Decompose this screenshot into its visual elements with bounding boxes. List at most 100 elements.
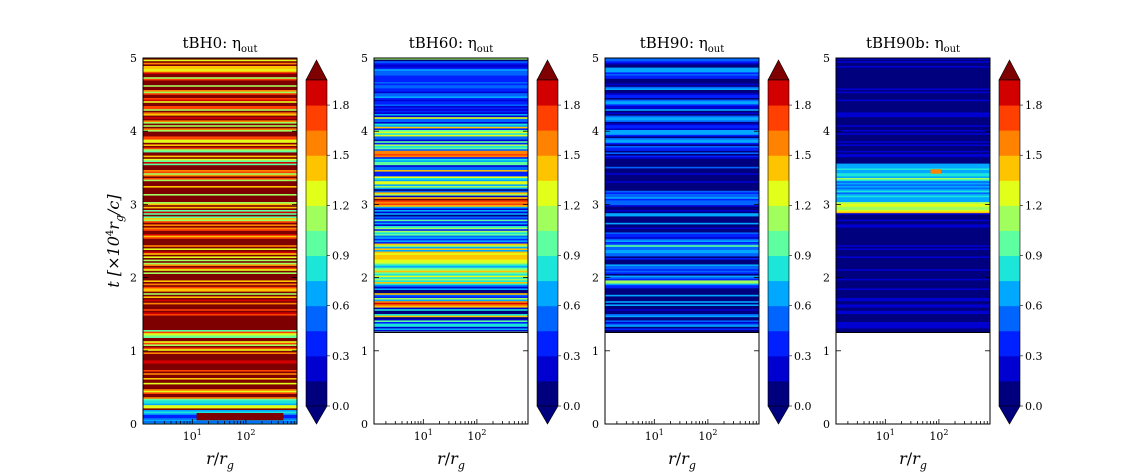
colorbar-tick-label: 0.9 (794, 250, 812, 263)
heatmap-row (605, 237, 759, 240)
heatmap-row (143, 171, 297, 174)
heatmap-row (836, 115, 990, 118)
heatmap-row (374, 256, 528, 259)
heatmap-row (605, 69, 759, 72)
heatmap-row (374, 70, 528, 73)
heatmap-row (836, 330, 990, 332)
heatmap-row (143, 296, 297, 299)
heatmap-row (143, 96, 297, 99)
heatmap-row (605, 266, 759, 268)
heatmap-row (143, 312, 297, 315)
heatmap-row (836, 67, 990, 70)
colorbar-segment (537, 280, 558, 307)
colorbar-segment (306, 205, 327, 231)
colorbar: 0.0 0.3 0.6 0.9 1.2 1.5 1.8 (536, 59, 581, 425)
heatmap-row (605, 274, 759, 276)
heatmap-row (143, 138, 297, 140)
heatmap-row (605, 77, 759, 80)
heatmap-row (374, 77, 528, 80)
colorbar-segment (306, 330, 327, 357)
heatmap-row (605, 267, 759, 270)
heatmap-row (374, 154, 528, 156)
heatmap-row (605, 106, 759, 108)
colorbar-tick-label: 0.0 (1025, 400, 1043, 413)
heatmap-row (374, 59, 528, 62)
heatmap-row (374, 122, 528, 124)
heatmap-row (605, 197, 759, 200)
heatmap-row (374, 166, 528, 169)
x-tick-base: 10 (698, 430, 712, 443)
title-main: tBH0: η (183, 34, 241, 52)
heatmap-row (836, 328, 990, 331)
heatmap-row (143, 350, 297, 353)
heatmap-row (374, 250, 528, 252)
heatmap-row (143, 338, 297, 340)
heatmap-field (374, 58, 528, 333)
heatmap-row (143, 133, 297, 136)
heatmap-row (605, 264, 759, 267)
x-tick-exp: 1 (428, 428, 433, 437)
heatmap-row (143, 286, 297, 289)
heatmap-row (836, 267, 990, 270)
colorbar-segment (768, 280, 789, 307)
heatmap-row (605, 75, 759, 78)
heatmap-row (836, 133, 990, 136)
heatmap-row (143, 251, 297, 254)
colorbar-tick-label: 1.2 (332, 199, 350, 212)
heatmap-row (836, 90, 990, 92)
heatmap-row (143, 378, 297, 380)
heatmap-row (143, 293, 297, 296)
heatmap-row (143, 395, 297, 398)
heatmap-row (374, 248, 528, 251)
heatmap-row (143, 192, 297, 195)
heatmap-row (836, 160, 990, 163)
heatmap-row (143, 218, 297, 220)
heatmap-row (374, 61, 528, 64)
heatmap-row (836, 174, 990, 177)
heatmap-row (605, 91, 759, 94)
heatmap-row (836, 258, 990, 260)
heatmap-row (836, 82, 990, 84)
heatmap-row (605, 83, 759, 86)
colorbar-tick-label: 0.6 (1025, 300, 1043, 313)
heatmap-row (143, 246, 297, 249)
heatmap-row (374, 269, 528, 272)
heatmap-row (143, 77, 297, 80)
heatmap-row (143, 408, 297, 411)
heatmap-row (143, 90, 297, 92)
heatmap-row (143, 363, 297, 366)
heatmap-row (374, 326, 528, 329)
heatmap-row (143, 221, 297, 224)
heatmap-row (605, 200, 759, 203)
heatmap-row (605, 162, 759, 164)
heatmap-row (374, 267, 528, 270)
heatmap-patch (930, 169, 942, 174)
colorbar-tick-label: 1.5 (1025, 149, 1043, 162)
colorbar-segment (537, 355, 558, 382)
heatmap-row (836, 277, 990, 280)
heatmap-row (143, 334, 297, 337)
heatmap-row (143, 390, 297, 393)
heatmap-row (374, 155, 528, 158)
heatmap-row (143, 264, 297, 267)
heatmap-row (374, 146, 528, 148)
heatmap-row (836, 106, 990, 108)
heatmap-row (605, 115, 759, 118)
heatmap-field (605, 58, 759, 333)
heatmap-row (836, 186, 990, 188)
heatmap-row (374, 318, 528, 321)
heatmap-row (374, 264, 528, 267)
colorbar-tick-label: 0.6 (794, 300, 812, 313)
heatmap-row (143, 325, 297, 328)
heatmap-row (374, 171, 528, 174)
heatmap-row (836, 109, 990, 112)
heatmap-row (374, 230, 528, 233)
heatmap-row (143, 142, 297, 145)
heatmap-row (605, 213, 759, 216)
heatmap-row (374, 251, 528, 254)
heatmap-row (605, 198, 759, 201)
heatmap-row (374, 218, 528, 220)
heatmap-row (143, 216, 297, 219)
heatmap-row (143, 224, 297, 227)
colorbar-segment (768, 230, 789, 257)
